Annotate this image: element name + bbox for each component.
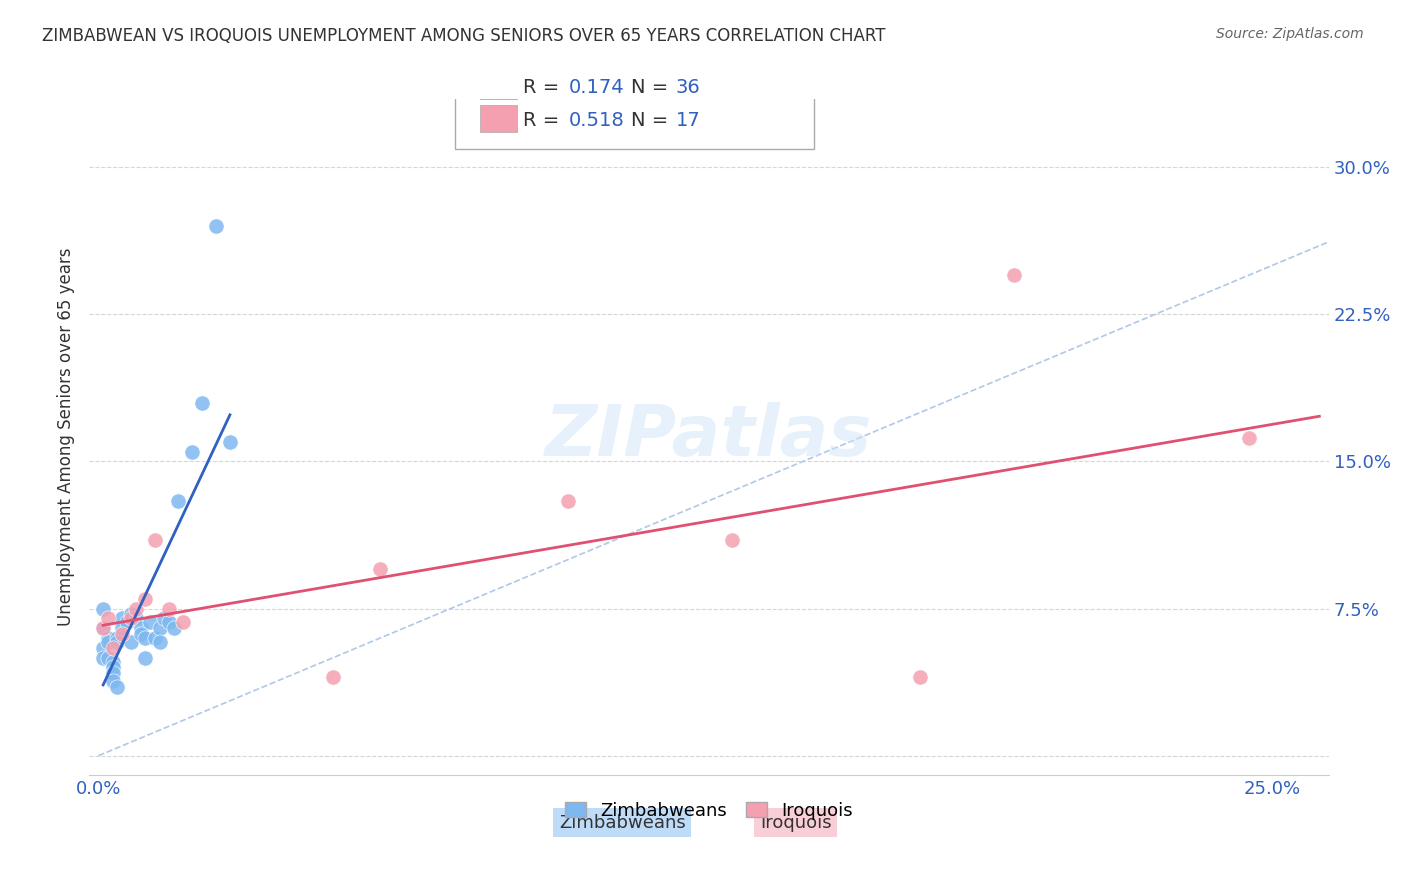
Point	[97, 635, 120, 649]
Text: ZIPatlas: ZIPatlas	[546, 402, 873, 472]
Point	[219, 434, 242, 449]
Point	[368, 562, 391, 576]
Point	[721, 533, 744, 547]
Point	[134, 650, 156, 665]
Text: Zimbabweans: Zimbabweans	[558, 814, 686, 831]
Text: R =: R =	[523, 78, 565, 96]
Point	[120, 607, 142, 622]
Text: Source: ZipAtlas.com: Source: ZipAtlas.com	[1216, 27, 1364, 41]
Point	[134, 591, 156, 606]
FancyBboxPatch shape	[479, 105, 517, 132]
Point	[129, 627, 152, 641]
Point	[120, 611, 142, 625]
Point	[322, 670, 344, 684]
Point	[139, 615, 162, 630]
Point	[143, 631, 166, 645]
Point	[111, 611, 134, 625]
Point	[205, 219, 228, 233]
Legend: Zimbabweans, Iroquois: Zimbabweans, Iroquois	[557, 795, 860, 827]
Point	[97, 631, 120, 645]
Point	[101, 660, 124, 674]
Point	[101, 655, 124, 669]
Point	[101, 666, 124, 681]
Point	[125, 611, 148, 625]
Text: N =: N =	[631, 112, 675, 130]
Text: 0.174: 0.174	[569, 78, 624, 96]
Point	[153, 611, 176, 625]
Point	[97, 611, 120, 625]
Point	[101, 640, 124, 655]
Text: ZIMBABWEAN VS IROQUOIS UNEMPLOYMENT AMONG SENIORS OVER 65 YEARS CORRELATION CHAR: ZIMBABWEAN VS IROQUOIS UNEMPLOYMENT AMON…	[42, 27, 886, 45]
Point	[557, 493, 579, 508]
Point	[172, 615, 194, 630]
Point	[105, 631, 128, 645]
Text: 0.518: 0.518	[569, 112, 624, 130]
Point	[157, 601, 180, 615]
Point	[91, 621, 114, 635]
Point	[91, 601, 114, 615]
Point	[91, 621, 114, 635]
Point	[191, 395, 214, 409]
Point	[120, 635, 142, 649]
Point	[105, 680, 128, 694]
Point	[134, 631, 156, 645]
Text: R =: R =	[523, 112, 565, 130]
Point	[910, 670, 932, 684]
Point	[1002, 268, 1025, 282]
Point	[167, 493, 190, 508]
Text: N =: N =	[631, 78, 675, 96]
Text: 17: 17	[675, 112, 700, 130]
Point	[125, 601, 148, 615]
Point	[111, 621, 134, 635]
Point	[148, 621, 170, 635]
Point	[148, 635, 170, 649]
Point	[181, 444, 204, 458]
Y-axis label: Unemployment Among Seniors over 65 years: Unemployment Among Seniors over 65 years	[58, 248, 75, 626]
Point	[97, 650, 120, 665]
Point	[157, 615, 180, 630]
Point	[91, 640, 114, 655]
Text: Iroquois: Iroquois	[759, 814, 831, 831]
Point	[129, 621, 152, 635]
Point	[111, 627, 134, 641]
FancyBboxPatch shape	[454, 58, 814, 149]
FancyBboxPatch shape	[479, 71, 517, 99]
Point	[115, 615, 138, 630]
Point	[162, 621, 184, 635]
Point	[1237, 431, 1260, 445]
Point	[105, 635, 128, 649]
Text: 36: 36	[675, 78, 700, 96]
Point	[91, 650, 114, 665]
Point	[143, 533, 166, 547]
Point	[101, 674, 124, 689]
